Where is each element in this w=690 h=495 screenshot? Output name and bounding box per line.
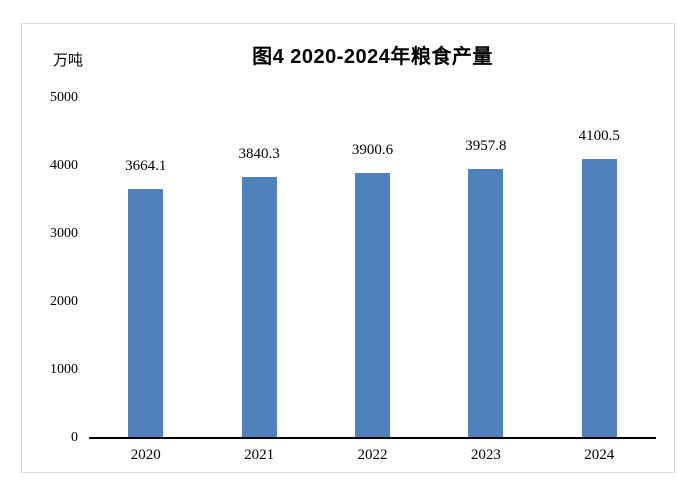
bar-2024 <box>581 159 617 438</box>
bar-2023 <box>468 168 504 438</box>
bar-value-label: 3900.6 <box>351 141 394 158</box>
x-axis-label: 2020 <box>130 447 161 463</box>
bar-2021 <box>241 176 277 438</box>
x-axis-label: 2021 <box>244 447 275 463</box>
y-tick-label: 0 <box>71 430 78 445</box>
y-tick-label: 2000 <box>50 294 78 309</box>
bar-value-label: 3664.1 <box>125 157 167 174</box>
y-tick-label: 1000 <box>50 362 78 377</box>
bar-2022 <box>355 172 390 438</box>
x-axis-label: 2023 <box>470 447 501 463</box>
x-axis-line <box>89 437 656 439</box>
x-axis-label: 2022 <box>357 447 388 463</box>
y-tick-label: 4000 <box>50 158 78 173</box>
y-tick-label: 5000 <box>50 90 78 105</box>
bar-2020 <box>128 188 164 438</box>
y-tick-label: 3000 <box>50 226 78 241</box>
chart-plot-border: 图4 2020-2024年粮食产量 万吨 0 1000 2000 3000 4000 50… <box>21 23 675 473</box>
chart-title: 图4 2020-2024年粮食产量 <box>252 46 493 68</box>
bar-value-label: 3840.3 <box>238 145 280 162</box>
y-axis-unit-label: 万吨 <box>53 53 84 69</box>
bar-value-label: 4100.5 <box>578 128 620 145</box>
bar-value-label: 3957.8 <box>465 137 507 154</box>
x-axis-label: 2024 <box>584 447 615 463</box>
